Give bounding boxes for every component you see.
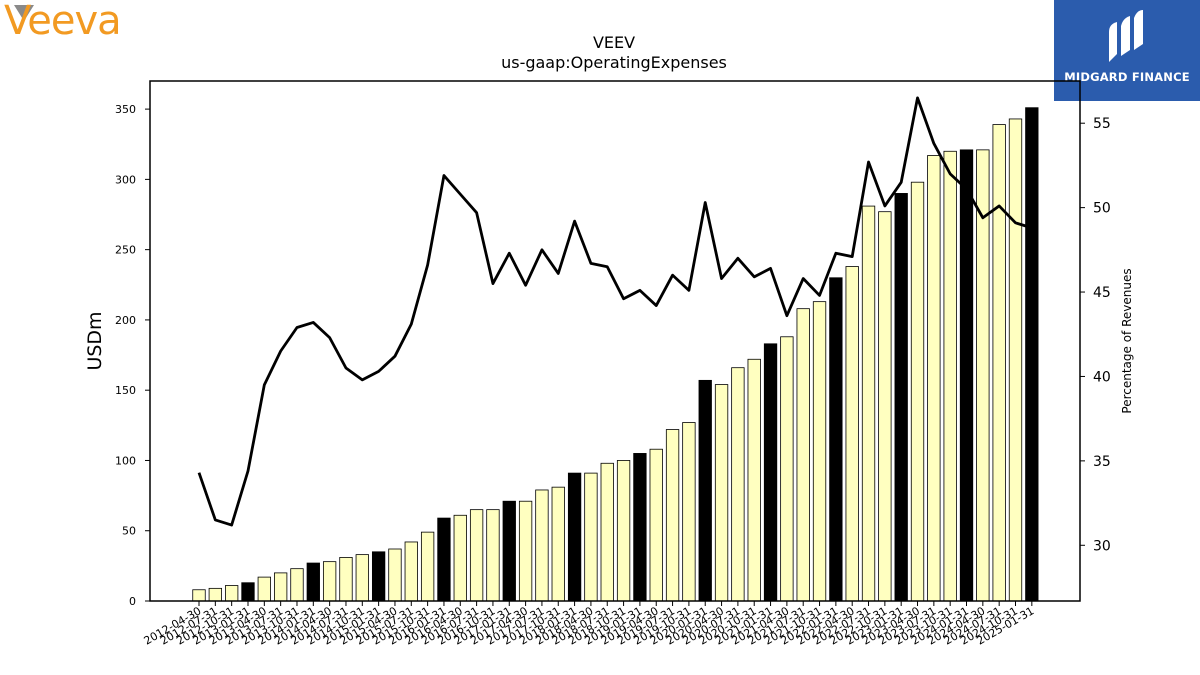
chart-title: VEEV [593,33,635,52]
y2-axis-label: Percentage of Revenues [1120,268,1134,413]
y-tick-label: 150 [115,384,136,397]
bar-2019-01-31 [633,453,647,602]
bar-2019-07-31 [665,429,680,602]
bar-2022-01-31 [829,277,843,602]
percentage-of-revenues-line [197,96,1033,527]
bar-2017-01-31 [502,500,516,602]
bar-2016-07-31 [469,509,484,602]
bar-2024-01-31 [959,149,974,602]
bar-2019-04-30 [649,448,663,602]
midgard-logo-mark-icon [1109,10,1143,62]
y-axis-label: USDm [84,311,106,370]
bar-2014-01-31 [306,562,320,602]
y-tick-label: 50 [122,525,136,538]
bar-2020-04-30 [714,384,729,602]
bar-2018-01-31 [567,472,582,602]
midgard-logo-text: MIDGARD FINANCE [1064,70,1190,84]
plot-frame [149,80,1081,602]
bar-2021-07-31 [796,308,810,602]
bar-2016-10-31 [486,509,500,602]
veeva-logo-text: Veeva [4,0,122,44]
bar-2023-10-31 [943,150,957,602]
bar-2013-04-30 [257,576,271,602]
y2-tick-label: 45 [1093,285,1111,301]
bar-2012-04-30 [192,589,206,602]
y2-tick-label: 35 [1093,454,1111,470]
bar-2013-10-31 [290,568,304,602]
axes: 0501001502002503003503035404550552012-04… [115,80,1111,648]
bar-2013-01-31 [241,582,255,602]
bar-2017-10-31 [551,486,565,602]
veeva-logo-mark-icon [14,5,34,21]
y-tick-label: 200 [115,314,136,327]
bar-2021-10-31 [812,301,827,602]
bar-2015-10-31 [420,531,435,602]
bar-2023-07-31 [927,155,941,602]
line-series [197,96,1033,527]
y-tick-label: 350 [115,103,136,116]
bar-2024-07-31 [992,124,1006,602]
bar-2022-07-31 [861,205,876,602]
y2-tick-label: 40 [1093,369,1111,385]
bar-2023-01-31 [894,193,908,602]
bar-2017-07-31 [535,489,549,602]
bar-2021-01-31 [763,343,778,602]
y-tick-label: 300 [115,173,136,186]
y2-tick-label: 50 [1093,201,1111,217]
veeva-logo: Veeva [4,0,174,48]
bar-2014-04-30 [322,561,337,602]
bar-2012-10-31 [225,585,239,602]
bar-series [192,107,1039,602]
bar-2012-07-31 [208,587,222,602]
bar-2021-04-30 [780,336,794,602]
bar-2022-04-30 [845,266,859,602]
bar-2022-10-31 [878,211,892,602]
bar-2014-07-31 [339,557,353,602]
bar-2013-07-31 [273,572,288,602]
y-tick-label: 100 [115,454,136,467]
bar-2017-04-30 [518,500,533,602]
bar-2020-07-31 [731,367,745,602]
y-tick-label: 0 [129,595,136,608]
bar-2023-04-30 [910,181,925,602]
midgard-finance-logo: MIDGARD FINANCE [1054,0,1200,101]
bar-2018-04-30 [584,472,598,602]
bar-2016-04-30 [453,514,467,602]
bar-2015-04-30 [388,548,402,602]
y2-tick-label: 55 [1093,116,1111,132]
bar-2025-01-31 [1025,107,1039,602]
bar-2018-07-31 [600,462,614,602]
chart-subtitle: us-gaap:OperatingExpenses [501,53,727,72]
bar-2020-10-31 [747,358,761,602]
bar-2020-01-31 [698,379,712,602]
bar-2014-10-31 [355,554,369,602]
y-tick-label: 250 [115,244,136,257]
bar-2019-10-31 [682,422,696,602]
bar-2016-01-31 [437,517,451,602]
bar-2015-01-31 [371,551,386,602]
y2-tick-label: 30 [1093,538,1111,554]
bar-2018-10-31 [616,460,631,602]
bar-2015-07-31 [404,541,418,602]
bar-2024-10-31 [1008,118,1023,602]
